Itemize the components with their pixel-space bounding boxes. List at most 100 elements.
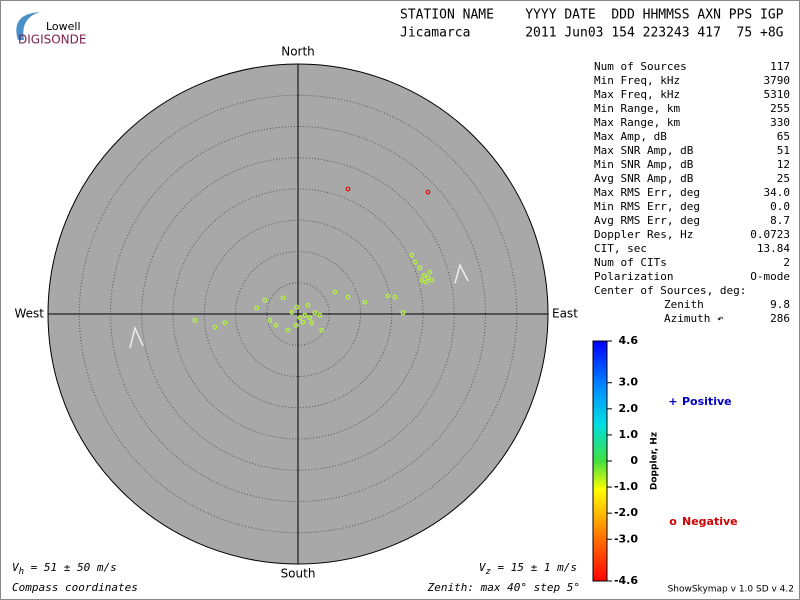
stat-value: 2 <box>783 256 790 269</box>
velocity-part: V <box>12 561 20 574</box>
source-point <box>317 312 323 318</box>
velocity-part: = 51 ± 50 m/s <box>24 561 117 574</box>
source-point <box>222 320 228 326</box>
velocity-part: z <box>485 567 490 577</box>
colorbar-tick-label: 3.0 <box>619 376 639 389</box>
colorbar <box>592 340 608 582</box>
velocity-part: h <box>19 567 24 577</box>
stat-label: Avg RMS Err, deg <box>594 214 700 227</box>
stat-value: 330 <box>770 116 790 129</box>
velocity-part: = 15 ± 1 m/s <box>491 561 577 574</box>
header-line: Jicamarca 2011 Jun03 154 223243 417 75 +… <box>400 26 784 41</box>
colorbar-tick-label: -4.6 <box>614 574 638 587</box>
stat-label: Num of Sources <box>594 60 687 73</box>
source-point <box>285 327 291 333</box>
stat-value: 3790 <box>764 74 791 87</box>
legend-symbol: o <box>669 515 677 528</box>
source-point <box>392 294 398 300</box>
stat-value: 286 <box>770 312 790 325</box>
source-point <box>423 279 429 285</box>
source-point <box>267 317 273 323</box>
velocity-glyph <box>129 325 144 349</box>
stat-label: Center of Sources, deg: <box>594 284 746 297</box>
stat-value: 5310 <box>764 88 791 101</box>
stat-value: 0.0 <box>770 200 790 213</box>
stat-value: 65 <box>777 130 790 143</box>
source-point <box>307 315 313 321</box>
source-point <box>427 269 433 275</box>
source-point <box>362 299 368 305</box>
stat-label: Num of CITs <box>594 256 667 269</box>
source-point <box>332 289 338 295</box>
source-point <box>289 309 295 315</box>
colorbar-tick-label: 4.6 <box>619 334 639 347</box>
colorbar-tick-label: -3.0 <box>614 532 638 545</box>
legend-symbol: + <box>668 395 677 408</box>
source-point <box>309 320 315 326</box>
stat-label: Max RMS Err, deg <box>594 186 700 199</box>
source-point <box>273 322 279 328</box>
source-point <box>425 275 431 281</box>
stat-value: 255 <box>770 102 790 115</box>
colorbar-label: Doppler, Hz <box>650 432 660 490</box>
source-point <box>385 293 391 299</box>
colorbar-tick-label: -2.0 <box>614 506 638 519</box>
stat-value: 12 <box>777 158 790 171</box>
colorbar-tick-label: 1.0 <box>619 428 639 441</box>
source-point <box>417 265 423 271</box>
stat-value: 34.0 <box>764 186 791 199</box>
compass-label: North <box>281 45 315 59</box>
source-point <box>280 295 286 301</box>
stat-label: Min Freq, kHz <box>594 74 680 87</box>
source-point <box>300 319 306 325</box>
stat-value: 0.0723 <box>750 228 790 241</box>
header-line: STATION NAME YYYY DATE DDD HHMMSS AXN PP… <box>400 8 784 23</box>
source-point <box>254 305 260 311</box>
stat-label: Avg SNR Amp, dB <box>594 172 694 185</box>
stat-value: 8.7 <box>770 214 790 227</box>
velocity-text: Vh = 51 ± 50 m/s <box>12 561 117 577</box>
source-point <box>409 252 415 258</box>
stat-value: 51 <box>777 144 790 157</box>
source-point <box>294 304 300 310</box>
stat-label: CIT, sec <box>594 242 647 255</box>
source-point <box>192 317 198 323</box>
footer-text: ShowSkymap v 1.0 SD v 4.2 <box>668 585 794 595</box>
stat-label: Polarization <box>594 270 673 283</box>
stat-label: Azimuth ↶ <box>664 312 724 325</box>
source-point <box>419 277 425 283</box>
stat-label: Max Range, km <box>594 116 680 129</box>
legend-label: Negative <box>682 515 738 528</box>
footer-text: Zenith: max 40° step 5° <box>427 581 580 594</box>
logo-top: Lowell <box>46 20 81 33</box>
legend-label: Positive <box>682 395 732 408</box>
stat-value: 117 <box>770 60 790 73</box>
stat-value: 9.8 <box>770 298 790 311</box>
source-point <box>412 259 418 265</box>
stat-label: Max SNR Amp, dB <box>594 144 694 157</box>
footer-text: Compass coordinates <box>12 581 138 594</box>
colorbar-tick-label: -1.0 <box>614 480 638 493</box>
stat-label: Zenith <box>664 298 704 311</box>
stat-label: Max Freq, kHz <box>594 88 680 101</box>
compass-label: East <box>552 307 578 321</box>
velocity-text: Vz = 15 ± 1 m/s <box>479 561 577 577</box>
compass-label: West <box>14 307 44 321</box>
source-point <box>262 297 268 303</box>
source-point <box>345 294 351 300</box>
stat-label: Doppler Res, Hz <box>594 228 693 241</box>
source-point <box>400 310 406 316</box>
logo-swoosh <box>16 12 40 40</box>
source-point <box>212 324 218 330</box>
velocity-glyph <box>454 262 469 284</box>
source-point <box>302 312 308 318</box>
stat-label: Min RMS Err, deg <box>594 200 700 213</box>
compass-label: South <box>281 567 316 581</box>
source-point <box>425 189 431 195</box>
colorbar-tick-label: 0 <box>630 454 638 467</box>
stat-value: 25 <box>777 172 790 185</box>
source-point <box>305 302 311 308</box>
stat-label: Min SNR Amp, dB <box>594 158 694 171</box>
source-point <box>319 327 325 333</box>
